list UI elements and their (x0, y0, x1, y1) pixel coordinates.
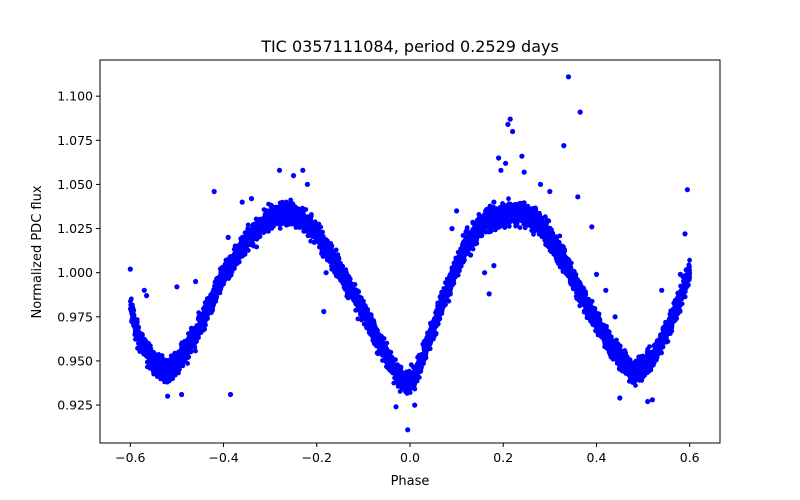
data-point (311, 240, 317, 245)
data-point (474, 220, 480, 226)
data-point (687, 257, 692, 263)
data-point (189, 326, 195, 332)
data-point (398, 364, 404, 370)
data-point (128, 296, 134, 302)
data-point (333, 247, 339, 253)
data-point (529, 228, 535, 234)
data-point (494, 223, 499, 229)
data-point (515, 201, 521, 207)
data-point (355, 316, 361, 322)
data-point (308, 238, 314, 244)
data-point (401, 386, 407, 392)
data-point (187, 332, 193, 338)
data-point (493, 227, 498, 233)
data-point (476, 215, 482, 221)
chart-title: TIC 0357111084, period 0.2529 days (260, 37, 559, 56)
data-point (309, 212, 314, 217)
data-point (531, 231, 536, 237)
data-point (506, 224, 512, 229)
data-point (644, 349, 650, 355)
data-points (127, 74, 692, 433)
data-point (639, 378, 645, 383)
data-point (261, 207, 267, 213)
data-point (220, 264, 226, 270)
data-point (687, 264, 692, 270)
data-point (506, 196, 511, 202)
data-point (470, 219, 476, 225)
data-point (548, 249, 554, 255)
data-point (202, 303, 208, 309)
data-point (410, 364, 416, 370)
data-point (378, 334, 384, 339)
data-point (305, 233, 311, 239)
data-point (512, 220, 518, 226)
data-point (412, 386, 418, 392)
data-point (188, 348, 194, 354)
data-point (412, 382, 417, 388)
data-point (244, 247, 250, 253)
